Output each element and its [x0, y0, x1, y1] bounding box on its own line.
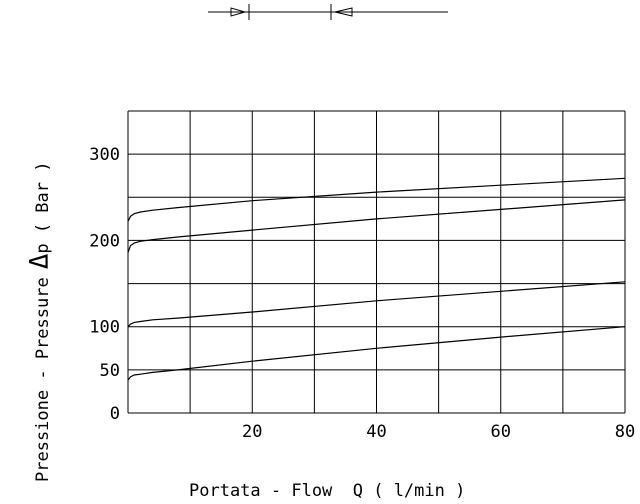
valve-arrow-right [230, 7, 247, 17]
y-axis-label-suffix: p ( Bar ) [33, 162, 53, 254]
x-tick-label: 60 [491, 422, 511, 442]
delta-symbol: Δ [25, 253, 55, 269]
y-tick-label: 200 [89, 231, 120, 251]
series-line-2 [127, 281, 626, 328]
series-line-1 [127, 326, 626, 381]
y-tick-label: 0 [110, 404, 120, 424]
plot-area: 20 40 60 80 0 50 100 200 300 [89, 110, 635, 442]
y-tick-label: 50 [100, 361, 120, 381]
x-tick-label: 20 [242, 422, 262, 442]
flow-valve-symbol [208, 4, 448, 20]
x-axis-label: Portata - Flow Q ( l/min ) [189, 481, 465, 501]
y-axis-label: Pressione - Pressure Δp ( Bar ) [25, 162, 55, 482]
series-line-4 [127, 177, 626, 222]
series-line-3 [127, 199, 626, 253]
y-tick-label: 300 [89, 145, 120, 165]
y-axis-label-prefix: Pressione - Pressure [33, 277, 53, 482]
x-tick-label: 80 [615, 422, 635, 442]
valve-arrow-left [334, 7, 353, 17]
y-tick-label: 100 [89, 318, 120, 338]
x-tick-label: 40 [366, 422, 386, 442]
